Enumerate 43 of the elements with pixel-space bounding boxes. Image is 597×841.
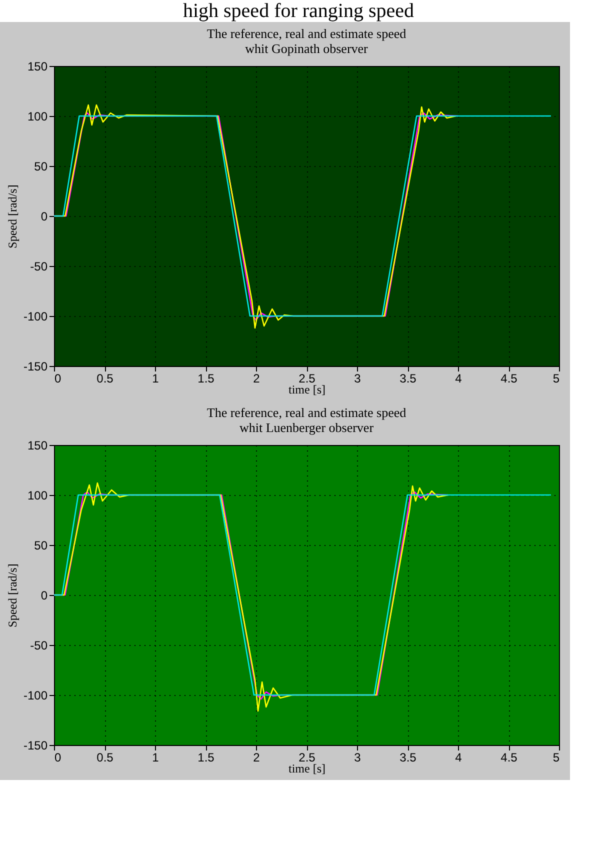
x-tick-label: 2 xyxy=(253,372,260,386)
x-tick-label: 0 xyxy=(54,750,62,764)
chart-title: The reference, real and estimate speed whit Luenberger observer xyxy=(206,405,407,435)
y-tick-label: -150 xyxy=(23,738,48,752)
x-tick-label: 0.5 xyxy=(96,750,114,764)
chart-title: The reference, real and estimate speed whit Gopinath observer xyxy=(206,26,407,56)
x-tick-label: 3.5 xyxy=(400,372,417,386)
y-tick-label: 50 xyxy=(34,538,48,552)
x-tick-label: 5 xyxy=(552,750,560,764)
x-axis-title: time [s] xyxy=(288,382,326,396)
y-tick-label: -50 xyxy=(30,638,48,652)
x-tick-label: 1.5 xyxy=(198,372,215,386)
y-tick-label: -100 xyxy=(23,310,48,324)
x-tick-label: 3 xyxy=(354,750,362,764)
y-tick-label: 150 xyxy=(27,60,48,74)
x-tick-label: 3 xyxy=(354,372,362,386)
x-tick-label: 4.5 xyxy=(500,372,518,386)
x-tick-label: 4.5 xyxy=(500,750,518,764)
y-axis-title: Speed [rad/s] xyxy=(5,184,20,248)
x-tick-label: 2 xyxy=(253,750,260,764)
y-tick-label: -100 xyxy=(23,688,48,702)
x-tick-label: 1 xyxy=(152,372,160,386)
y-tick-label: 100 xyxy=(27,110,48,124)
x-tick-label: 2.5 xyxy=(298,372,316,386)
y-tick-label: 0 xyxy=(40,210,48,224)
x-tick-label: 1 xyxy=(152,750,160,764)
text: high speed for ranging speed xyxy=(182,0,416,22)
y-axis-title: Speed [rad/s] xyxy=(5,564,20,628)
x-tick-label: 4 xyxy=(455,372,462,386)
x-axis-title: time [s] xyxy=(288,762,326,776)
x-tick-label: 4 xyxy=(455,750,462,764)
x-tick-label: 3.5 xyxy=(400,750,417,764)
y-tick-label: 100 xyxy=(27,488,48,502)
y-tick-label: 150 xyxy=(27,438,48,452)
y-tick-label: -50 xyxy=(30,260,48,274)
x-tick-label: 1.5 xyxy=(198,750,215,764)
x-tick-label: 0.5 xyxy=(96,372,114,386)
y-tick-label: -150 xyxy=(23,360,48,374)
y-tick-label: 50 xyxy=(34,160,48,174)
x-tick-label: 5 xyxy=(552,372,560,386)
y-tick-label: 0 xyxy=(40,588,48,602)
x-tick-label: 2.5 xyxy=(298,750,316,764)
x-tick-label: 0 xyxy=(54,372,62,386)
